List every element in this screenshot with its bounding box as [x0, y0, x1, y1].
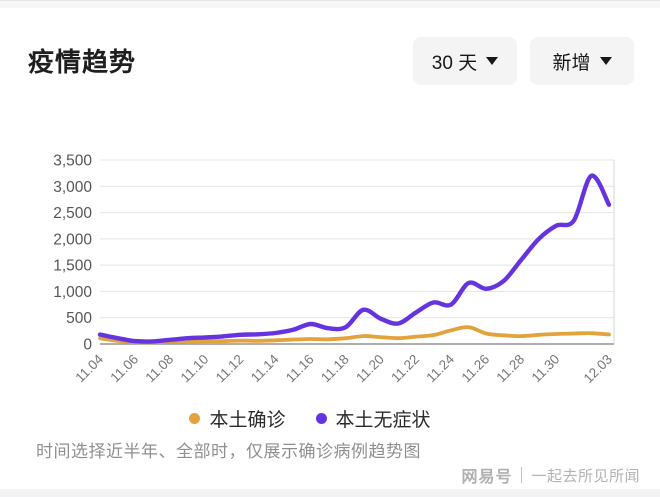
- svg-text:11.06: 11.06: [107, 352, 141, 386]
- epidemic-trend-chart: 0 500 1,000 1,500 2,000 2,500 3,000 3,500 11.04 1…: [0, 140, 660, 390]
- chart-legend: 本土确诊 本土无症状: [0, 405, 620, 432]
- confirmed-series-dot-icon: [189, 413, 201, 424]
- svg-text:11.08: 11.08: [143, 352, 177, 386]
- watermark-divider: [521, 467, 523, 483]
- svg-text:11.28: 11.28: [494, 352, 528, 386]
- svg-text:11.30: 11.30: [529, 352, 563, 386]
- svg-text:11.10: 11.10: [178, 352, 212, 386]
- watermark: 网易号 一起去所见所闻: [461, 463, 640, 487]
- case-type-dropdown-label: 新增: [552, 52, 591, 74]
- svg-text:11.12: 11.12: [213, 352, 247, 386]
- svg-text:1,500: 1,500: [53, 258, 92, 275]
- svg-text:2,500: 2,500: [53, 205, 92, 222]
- legend-label-confirmed: 本土确诊: [209, 410, 286, 431]
- time-range-dropdown[interactable]: 30 天: [413, 37, 517, 85]
- svg-text:3,000: 3,000: [53, 179, 92, 196]
- top-separator-strip: [0, 0, 660, 8]
- svg-text:11.16: 11.16: [283, 352, 317, 386]
- svg-text:11.04: 11.04: [72, 351, 106, 385]
- svg-text:11.26: 11.26: [458, 352, 492, 386]
- watermark-brand: 网易号: [461, 469, 513, 486]
- legend-item-asymptomatic: 本土无症状: [315, 405, 431, 432]
- chevron-down-icon: [599, 57, 612, 65]
- svg-text:2,000: 2,000: [53, 231, 92, 248]
- chevron-down-icon: [486, 57, 499, 65]
- svg-text:1,000: 1,000: [53, 284, 92, 301]
- svg-text:500: 500: [66, 310, 92, 327]
- legend-item-confirmed: 本土确诊: [189, 405, 286, 432]
- svg-text:11.14: 11.14: [248, 351, 282, 385]
- chart-footnote: 时间选择近半年、全部时，仅展示确诊病例趋势图: [36, 442, 421, 461]
- svg-text:11.18: 11.18: [318, 352, 352, 386]
- page-title: 疫情趋势: [28, 47, 137, 77]
- svg-text:11.22: 11.22: [388, 352, 422, 386]
- asymptomatic-series-dot-icon: [315, 413, 327, 424]
- bottom-separator-strip: [0, 489, 660, 497]
- time-range-dropdown-label: 30 天: [431, 52, 478, 74]
- watermark-account: 一起去所见所闻: [531, 467, 640, 485]
- svg-text:11.20: 11.20: [353, 352, 387, 386]
- svg-text:12.03: 12.03: [581, 352, 616, 387]
- case-type-dropdown[interactable]: 新增: [530, 37, 634, 85]
- svg-text:0: 0: [83, 337, 92, 354]
- svg-text:3,500: 3,500: [53, 153, 92, 170]
- svg-text:11.24: 11.24: [423, 351, 457, 385]
- legend-label-asymptomatic: 本土无症状: [335, 410, 431, 431]
